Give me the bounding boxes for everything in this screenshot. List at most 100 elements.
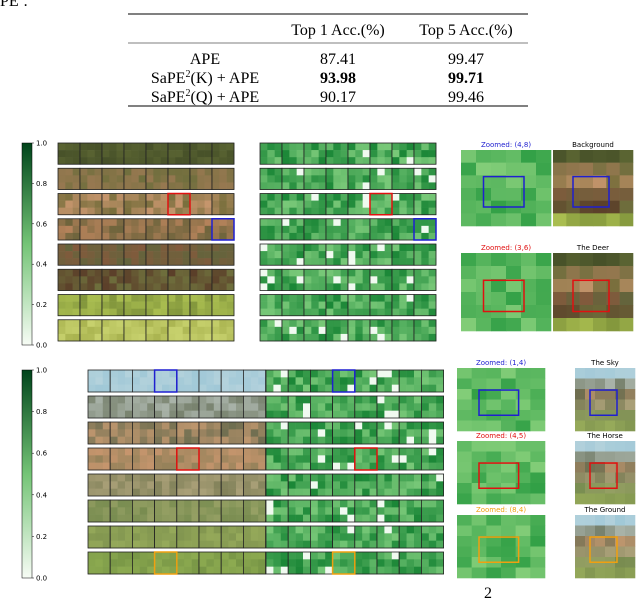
image-pixel: [206, 396, 215, 404]
attention-pixel: [267, 326, 275, 335]
image-pixel: [102, 175, 110, 183]
image-pixel: [226, 319, 235, 328]
patch-border: [211, 294, 235, 317]
attention-pixel: [310, 488, 319, 497]
image-pixel: [221, 422, 229, 430]
zoom-pixel: [457, 536, 472, 547]
image-pixel: [191, 507, 200, 515]
image-pixel: [72, 168, 81, 176]
attention-pixel: [317, 533, 326, 541]
attention-pixel: [391, 436, 400, 445]
image-pixel: [88, 540, 96, 549]
image-pixel: [250, 396, 259, 404]
image-pixel: [94, 276, 103, 284]
photo-title: The Sky: [590, 359, 619, 367]
image-pixel: [176, 507, 185, 515]
attention-pixel: [317, 500, 326, 508]
attention-pixel: [384, 403, 393, 411]
attention-pixel: [267, 244, 275, 252]
attention-pixel: [370, 207, 378, 216]
image-pixel: [184, 410, 192, 419]
image-pixel: [102, 333, 110, 342]
attention-pixel: [340, 500, 348, 508]
image-pixel: [139, 481, 148, 489]
image-pixel: [110, 396, 118, 404]
attention-pixel: [317, 422, 326, 430]
zoom-pixel: [491, 318, 507, 332]
attention-pixel: [304, 301, 312, 309]
attention-pixel: [280, 514, 289, 523]
attention-pixel: [295, 533, 304, 541]
attention-pixel: [362, 488, 370, 497]
attention-pixel: [399, 276, 407, 284]
image-pixel: [80, 193, 88, 201]
attention-pixel: [260, 276, 268, 284]
attention-pixel: [266, 462, 274, 471]
image-pixel: [206, 474, 215, 482]
attention-pixel: [384, 207, 393, 216]
image-pixel: [169, 500, 178, 508]
image-pixel: [168, 283, 176, 291]
image-pixel: [102, 157, 110, 165]
image-pixel: [102, 514, 111, 523]
image-pixel: [191, 552, 200, 560]
image-pixel: [197, 150, 205, 158]
attention-pixel: [325, 474, 333, 482]
image-pixel: [132, 410, 141, 419]
attention-pixel: [362, 462, 370, 471]
image-pixel: [176, 526, 185, 534]
image-pixel: [182, 232, 191, 241]
text-part: SaPE: [151, 89, 186, 106]
image-pixel: [153, 168, 161, 176]
attention-pixel: [332, 481, 341, 489]
photo-pixel: [615, 441, 626, 452]
image-pixel: [80, 326, 88, 335]
attention-pixel: [274, 308, 283, 317]
attention-pixel: [340, 319, 349, 328]
image-pixel: [88, 507, 96, 515]
photo-pixel: [566, 162, 580, 176]
image-pixel: [131, 225, 139, 234]
attention-pixel: [377, 150, 385, 158]
attention-pixel: [267, 294, 275, 302]
zoom-pixel: [501, 546, 516, 558]
zoom-pixel: [501, 567, 516, 579]
image-pixel: [169, 533, 178, 541]
zoom-pixel: [506, 253, 522, 267]
attention-pixel: [348, 182, 356, 190]
image-pixel: [94, 232, 103, 241]
attention-pixel: [414, 175, 422, 183]
attention-pixel: [414, 157, 422, 165]
image-pixel: [147, 436, 155, 445]
attention-pixel: [399, 168, 407, 176]
attention-pixel: [303, 462, 311, 471]
image-pixel: [116, 308, 125, 317]
image-pixel: [191, 370, 200, 378]
image-pixel: [72, 157, 81, 165]
attention-pixel: [384, 301, 393, 309]
attention-pixel: [326, 283, 334, 291]
attention-pixel: [310, 429, 319, 437]
attention-pixel: [354, 455, 363, 463]
image-pixel: [199, 481, 207, 489]
image-pixel: [190, 175, 198, 183]
attention-pixel: [428, 276, 437, 284]
image-pixel: [182, 258, 191, 266]
image-pixel: [131, 269, 139, 277]
attention-pixel: [362, 251, 371, 259]
image-pixel: [132, 552, 141, 560]
image-pixel: [138, 269, 147, 277]
attention-pixel: [273, 559, 282, 567]
photo-pixel: [595, 420, 606, 432]
attention-pixel: [304, 326, 312, 335]
attention-pixel: [384, 436, 393, 445]
image-pixel: [116, 193, 125, 201]
image-pixel: [132, 540, 141, 549]
attention-pixel: [399, 533, 407, 541]
attention-pixel: [288, 481, 296, 489]
attention-pixel: [304, 168, 312, 176]
image-pixel: [243, 370, 252, 378]
attention-pixel: [326, 326, 334, 335]
attention-pixel: [377, 276, 385, 284]
image-pixel: [162, 448, 170, 456]
